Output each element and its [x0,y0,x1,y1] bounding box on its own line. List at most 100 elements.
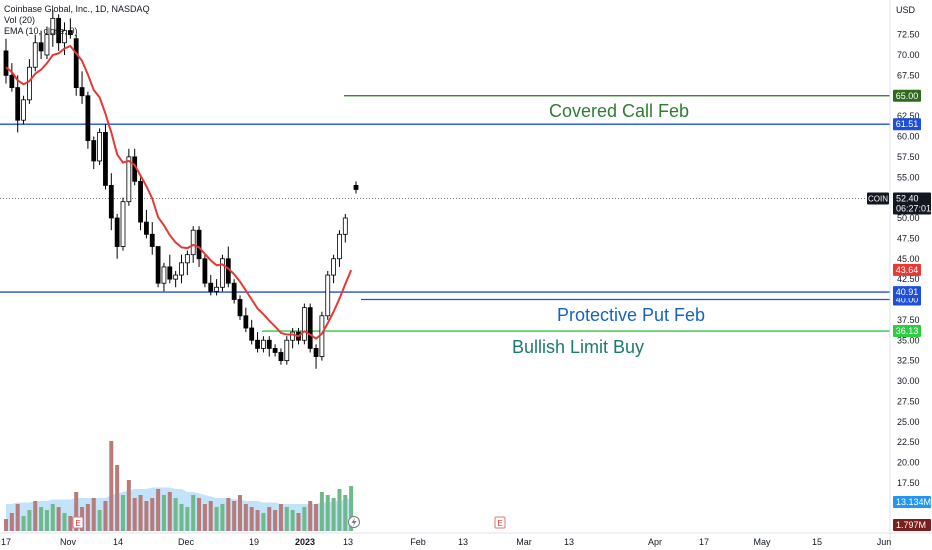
candle-body [79,87,85,97]
earnings-badge-label: E [75,519,80,528]
candles[interactable] [3,10,359,369]
volume-bar [255,510,260,531]
horizontal-lines[interactable] [0,95,890,332]
volume-bar [121,495,125,531]
time-tick-label: Dec [178,537,195,547]
candle-body [155,246,161,284]
price-tick-label: 62.50 [897,111,920,121]
protective-put-annotation[interactable]: Protective Put Feb [557,305,706,325]
candle-body [149,233,155,247]
time-tick-label: Apr [648,537,662,547]
candle-body [103,132,108,186]
candle-body [249,327,255,341]
volume-bar [226,498,231,531]
candle-body [38,42,44,52]
price-tick-label: 25.00 [897,417,920,427]
price-tick-label: 20.00 [897,458,920,468]
candle-body [196,229,202,260]
volume-ma-tag [893,496,931,508]
volume-bar [261,513,266,531]
earnings-badge [72,516,84,529]
volume-ma-tag-label: 13.134M [896,497,931,507]
volume-bar [302,507,307,531]
volume-bar [343,495,348,531]
volume-bar [62,513,67,531]
volume-bar [249,507,254,531]
volume-bar [238,495,242,531]
candle-body [3,50,9,76]
volume-bar [191,495,196,531]
volume-bar [349,486,354,531]
candle-body [284,339,290,362]
candle-body [337,233,342,260]
time-axis[interactable]: 17 Nov 14 Dec 19 2023 13 Feb 13 Mar 13 Apr 17 May 15 Ju… [0,532,932,547]
volume-bar [325,495,330,531]
price-tick-label: 67.50 [897,70,920,80]
volume-bar [4,519,8,531]
volume-bar [273,510,278,531]
volume-tag [893,519,931,531]
candle-body [278,352,284,362]
time-tick-label: Nov [60,537,77,547]
candle-body [126,156,132,203]
ema-price-tag [893,263,921,276]
volume-bar [267,507,272,531]
candle-body [143,221,149,235]
volume-bar [185,507,190,531]
price-tick-label: 70.00 [897,50,920,60]
volume-bar [167,492,172,531]
volume-bar [68,516,73,531]
support-price-tag [893,286,921,299]
last-price-tag [893,192,931,215]
candle-body [331,258,337,276]
price-tick-label: 45.00 [897,254,920,264]
currency-label: USD [896,5,916,15]
volume-bar [278,504,283,531]
candle-body [190,229,196,256]
bullish-limit-price-tag-label: 36.13 [896,326,919,336]
covered-call-price-tag-label: 65.00 [896,91,919,101]
ema-indicator-label[interactable]: EMA (10, close, 0) [4,26,78,36]
volume-bar [103,501,108,531]
volume-bar [91,498,96,531]
time-tick-label: 13 [564,537,574,547]
ema-path [5,44,353,340]
price-axis[interactable]: 72.50 70.00 67.50 62.50 60.00 57.50 55.00 50.00… [867,0,931,550]
price-tick-label: 60.00 [897,132,920,142]
volume-bar [74,492,79,531]
earnings-badge [494,516,506,529]
price-tick-label: 72.50 [897,30,920,40]
time-tick-label: Mar [516,537,532,547]
time-tick-label: 17 [1,537,11,547]
volume-bar [15,504,20,531]
covered-call-price-tag [893,89,921,102]
candle-body [313,347,319,357]
candle-body [220,258,225,288]
protective-put-price-tag-label: 40.00 [896,295,919,305]
time-tick-label: 13 [343,537,353,547]
candle-body [67,30,73,36]
candle-body [184,254,190,264]
volume-bar [115,465,120,531]
candle-body [353,184,359,190]
candle-body [44,34,50,56]
volume-bar [144,501,149,531]
volume-bar [56,507,61,531]
price-tick-label: 57.50 [897,152,920,162]
price-tick-label: 17.50 [897,478,920,488]
bullish-limit-annotation[interactable]: Bullish Limit Buy [512,337,645,357]
candle-body [120,201,126,247]
volume-bar [150,498,155,531]
bullish-limit-price-tag [893,325,921,338]
volume-bar [220,504,225,531]
countdown-label: 06:27:01 [896,203,931,213]
volume-bar [85,504,90,531]
volume-bar [173,498,178,531]
covered-call-annotation[interactable]: Covered Call Feb [549,101,690,121]
price-tick-label: 27.50 [897,396,920,406]
vol-indicator-label[interactable]: Vol (20) [4,15,36,25]
price-tick-label: 37.50 [897,315,920,325]
candle-body [56,17,62,44]
